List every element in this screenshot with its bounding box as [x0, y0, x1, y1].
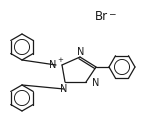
Text: N: N [49, 60, 56, 70]
Text: +: + [57, 57, 63, 63]
Text: Br: Br [95, 10, 108, 23]
Text: N: N [92, 78, 99, 88]
Text: N: N [60, 84, 68, 94]
Text: N: N [77, 47, 85, 57]
Text: −: − [108, 9, 116, 18]
